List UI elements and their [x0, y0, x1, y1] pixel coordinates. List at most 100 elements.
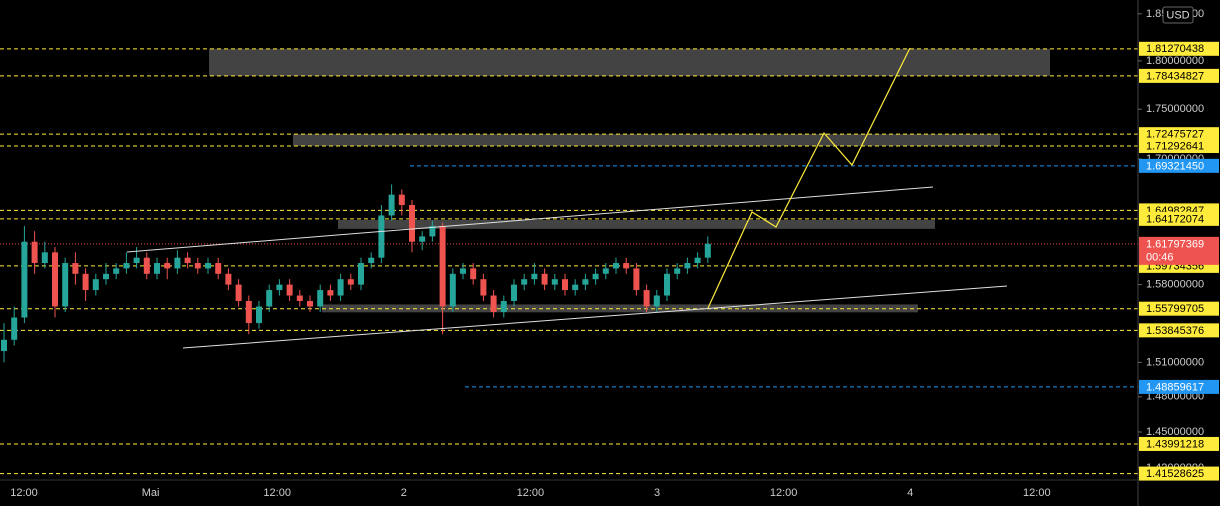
candle-body	[82, 273, 89, 291]
level-label: 1.81270438	[1146, 43, 1204, 55]
candle-body	[562, 279, 568, 291]
level-label: 1.72475727	[1146, 129, 1204, 141]
level-label: 1.53845376	[1146, 325, 1204, 337]
candle-body	[317, 290, 324, 307]
channel-lower	[182, 285, 1008, 349]
level-label: 1.78434827	[1146, 70, 1204, 82]
candle-body	[480, 279, 487, 296]
candle-body	[694, 257, 701, 264]
candle-body	[500, 300, 507, 312]
candle-body	[62, 263, 69, 307]
level-labels: 1.81270438 1.78434827 1.724757271.71292641…	[1139, 41, 1219, 481]
level-label: 1.71292641	[1146, 140, 1204, 152]
candle-body	[511, 284, 517, 301]
candle-body	[674, 268, 681, 274]
x-tick-label: 12:00	[770, 487, 798, 499]
candle-body	[205, 263, 211, 269]
level-label: 1.41528625	[1146, 468, 1204, 480]
candle-body	[266, 290, 273, 307]
level-label-box	[1139, 301, 1219, 316]
candle-body	[103, 273, 109, 280]
x-tick-label: 2	[401, 487, 407, 499]
countdown: 00:46	[1146, 251, 1174, 263]
candle-body	[358, 263, 364, 285]
candle-body	[296, 295, 303, 301]
candle-body	[276, 284, 283, 291]
level-label: 1.69321450	[1146, 160, 1204, 172]
candle-body	[572, 284, 579, 291]
level-label: 1.55799705	[1146, 303, 1204, 315]
y-tick-label: 1.80000000	[1146, 55, 1204, 67]
candle-body	[225, 273, 232, 285]
candle-body	[164, 263, 171, 269]
candle-body	[582, 279, 589, 285]
level-label-box	[1139, 158, 1219, 173]
candle-body	[347, 279, 354, 285]
candle-body	[143, 257, 150, 274]
y-tick-label: 1.58000000	[1146, 279, 1204, 291]
candle-body	[378, 215, 385, 258]
time-axis: 12:00 Mai 12:00 2 12:00 3 12:00 4 12:00	[10, 487, 1050, 499]
candle-body	[1, 339, 7, 352]
x-tick-label: 12:00	[10, 487, 38, 499]
candle-body	[113, 268, 120, 274]
drawings	[126, 47, 1008, 349]
candle-body	[368, 257, 375, 264]
candle-body	[398, 194, 405, 206]
zone	[209, 48, 1050, 76]
candle-body	[602, 268, 609, 274]
x-tick-label: 4	[907, 487, 913, 499]
level-label-box	[1139, 323, 1219, 338]
zone	[338, 219, 935, 229]
candle-body	[429, 225, 436, 237]
level-label-box	[1139, 138, 1219, 153]
candle-body	[531, 273, 538, 280]
candle-body	[684, 263, 691, 269]
level-label-box	[1139, 68, 1219, 83]
candle-body	[409, 205, 415, 242]
level-label-box	[1139, 127, 1219, 142]
candle-body	[133, 257, 140, 264]
candle-body	[490, 295, 497, 312]
candle-body	[623, 263, 630, 269]
candle-body	[174, 257, 181, 269]
candle-body	[154, 263, 160, 274]
candle-body	[92, 279, 99, 291]
candle-body	[327, 290, 334, 296]
candle-body	[11, 317, 18, 340]
candle-body	[388, 194, 395, 216]
candle-body	[521, 279, 528, 285]
level-label: 1.48859617	[1146, 381, 1204, 393]
candle-body	[653, 295, 660, 307]
projection-path	[707, 47, 911, 309]
currency[interactable]: USD	[1166, 9, 1189, 21]
candle-body	[52, 252, 58, 307]
y-tick-label: 1.75000000	[1146, 103, 1204, 115]
level-label: 1.43991218	[1146, 438, 1204, 450]
candle-body	[460, 268, 466, 274]
level-label-box	[1139, 41, 1219, 56]
candle-body	[704, 243, 711, 258]
y-tick-label: 1.45000000	[1146, 426, 1204, 438]
candle-body	[337, 279, 344, 296]
candle-body	[245, 300, 252, 324]
candle-body	[31, 241, 38, 264]
candle-body	[123, 263, 130, 269]
zone	[293, 134, 1000, 146]
candle-body	[286, 284, 293, 296]
candle-body	[541, 273, 548, 285]
candle-body	[439, 225, 446, 307]
candle-body	[184, 257, 191, 264]
level-label-box	[1139, 436, 1219, 451]
currency-box[interactable]	[1162, 6, 1194, 24]
x-tick-label: 12:00	[1023, 487, 1051, 499]
x-tick-label: 3	[654, 487, 660, 499]
level-label-box	[1139, 466, 1219, 481]
level-label-box	[1139, 379, 1219, 394]
candle-body	[643, 290, 650, 307]
candle-body	[235, 284, 242, 301]
candle-body	[551, 279, 558, 285]
candle-body	[72, 263, 79, 274]
